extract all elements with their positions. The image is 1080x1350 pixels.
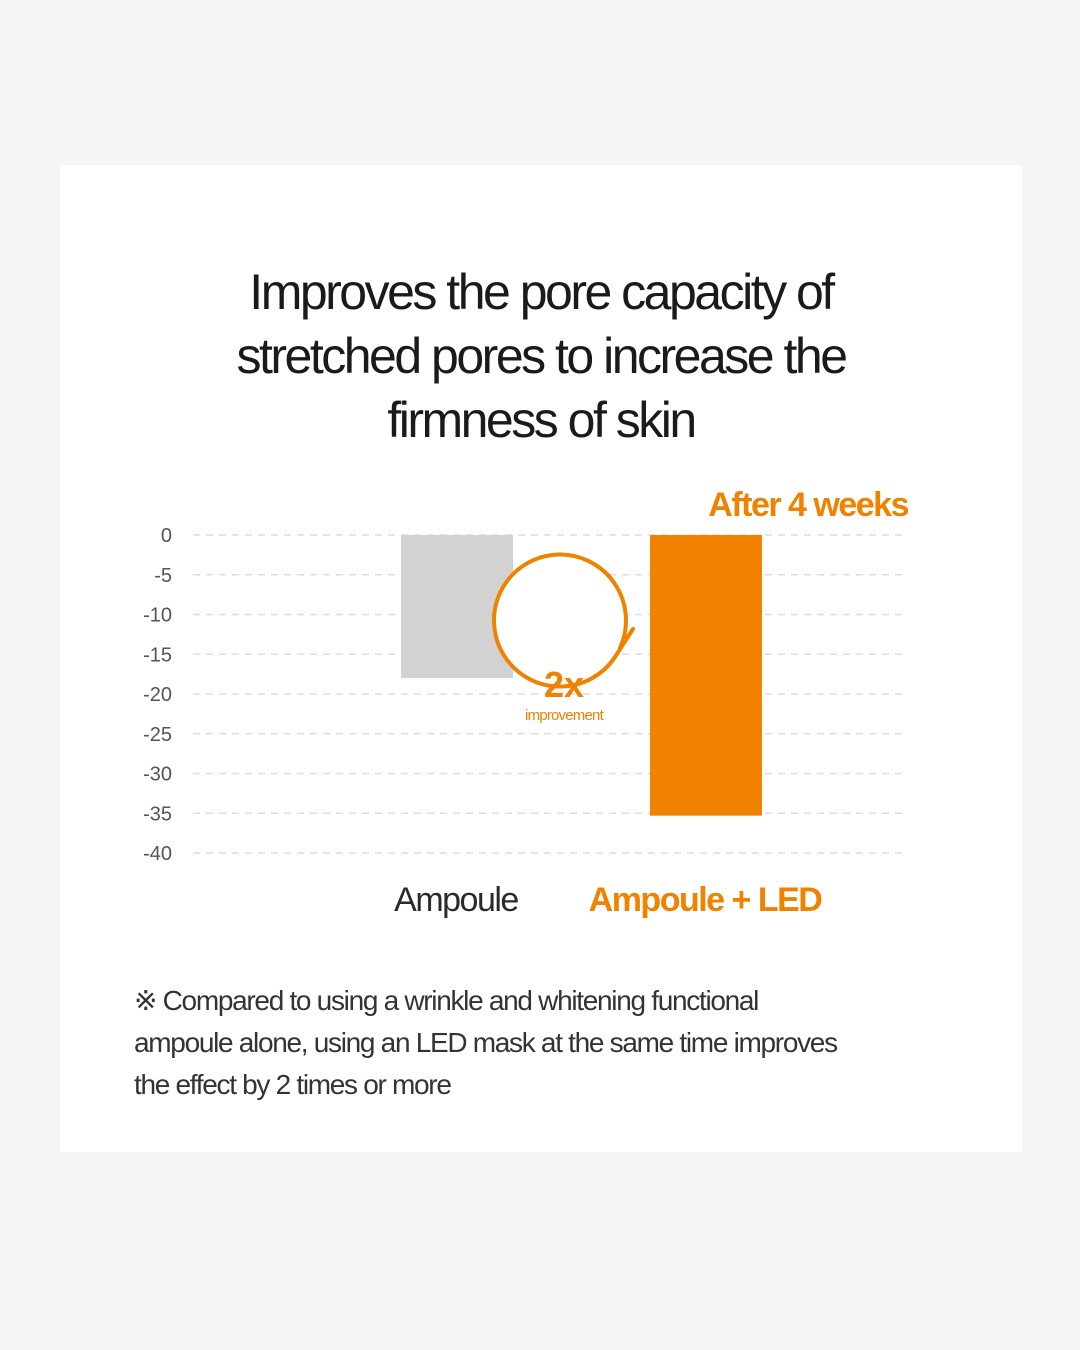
bar-chart: 0 -5 -10 -15 -20 -25 -30 -35 -40 Ampoule Ampoule +…	[143, 486, 910, 919]
y-tick-label: -35	[143, 803, 172, 825]
category-label: Ampoule	[394, 881, 518, 919]
callout-bubble	[491, 552, 635, 689]
category-label: Ampoule + LED	[589, 881, 823, 919]
y-tick-label: -10	[143, 605, 172, 627]
y-tick-label: -15	[143, 644, 172, 666]
bar	[650, 535, 762, 816]
callout-small-text: improvement	[525, 707, 605, 724]
content-card: Improves the pore capacity of stretched …	[60, 165, 1022, 1152]
callout-big-text: 2x	[544, 664, 584, 705]
footnote-line-3: the effect by 2 times or more	[134, 1069, 452, 1100]
title-line-3: firmness of skin	[387, 392, 697, 448]
footnote-line-1: ※ Compared to using a wrinkle and whiten…	[134, 985, 759, 1016]
title-line-1: Improves the pore capacity of	[249, 264, 835, 320]
y-tick-label: -40	[143, 843, 172, 865]
title-line-2: stretched pores to increase the	[236, 328, 849, 384]
footnote-line-2: ampoule alone, using an LED mask at the …	[134, 1027, 838, 1058]
annotation-after-4-weeks: After 4 weeks	[708, 486, 908, 524]
y-tick-label: -5	[154, 565, 172, 587]
y-tick-label: -20	[143, 684, 172, 706]
footnote: ※ Compared to using a wrinkle and whiten…	[134, 980, 934, 1106]
y-tick-label: -30	[143, 764, 172, 786]
y-tick-label: 0	[161, 525, 172, 547]
page-title: Improves the pore capacity of stretched …	[60, 260, 1022, 452]
y-tick-label: -25	[143, 724, 172, 746]
